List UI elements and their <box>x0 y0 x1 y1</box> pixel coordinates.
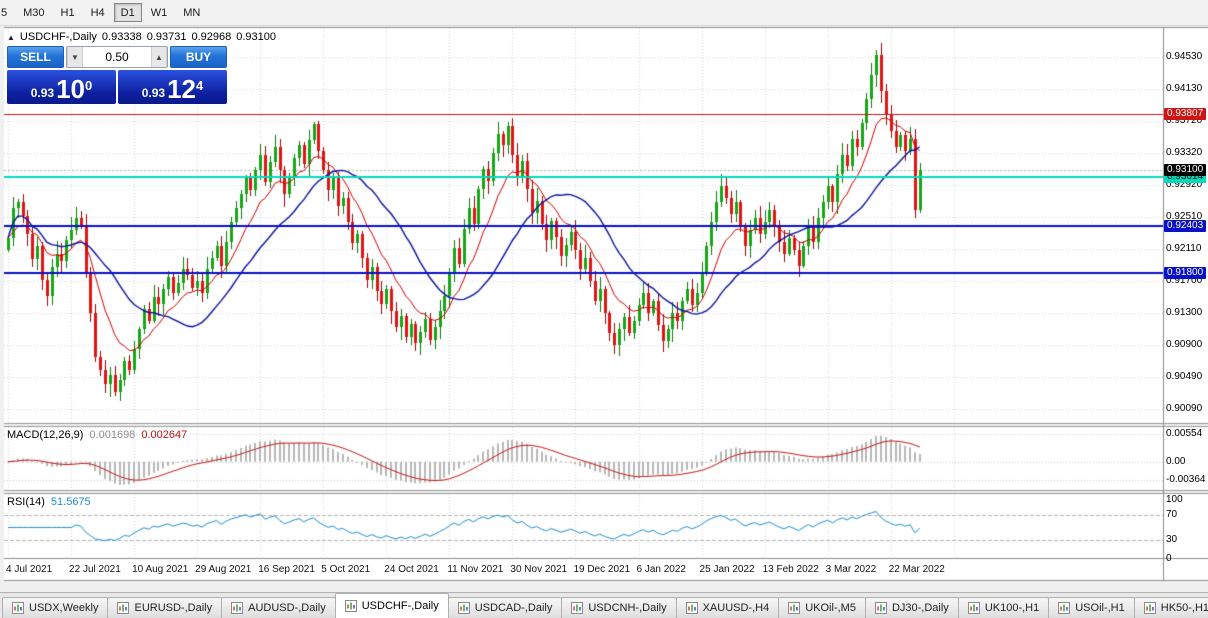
timeframe-button-d1[interactable]: D1 <box>113 3 142 22</box>
rsi-indicator-label: RSI(14) 51.5675 <box>7 496 91 508</box>
ohlc-low: 0.92968 <box>191 31 232 43</box>
macd-axis-label: -0.00364 <box>1166 473 1206 485</box>
price-axis-label: 0.93320 <box>1166 146 1203 158</box>
volume-increase-button[interactable]: ▲ <box>151 47 167 67</box>
chart-tab-label: UKOil-,M5 <box>805 602 856 614</box>
price-axis[interactable]: 0.94530 0.94130 0.93720 0.93320 0.92920 0.925… <box>1164 0 1208 618</box>
mini-chart-icon <box>874 602 887 614</box>
price-axis-label: 0.94130 <box>1166 82 1203 94</box>
chart-tab-label: USOil-,H1 <box>1075 602 1125 614</box>
rsi-axis-label: 100 <box>1166 494 1183 505</box>
mini-chart-icon <box>344 600 357 612</box>
price-axis-label: 0.91700 <box>1166 275 1203 287</box>
ask-price-pip: 4 <box>196 78 204 93</box>
timeframe-button-h4[interactable]: H4 <box>84 3 112 22</box>
mini-chart-icon <box>12 602 24 614</box>
mini-chart-icon <box>231 602 244 614</box>
chart-tab-usdx-weekly[interactable]: USDX,Weekly <box>2 597 109 618</box>
chart-tab-hk50-h1[interactable]: HK50-,H1 <box>1133 597 1208 618</box>
timeframe-button-m30[interactable]: M30 <box>16 3 51 22</box>
rsi-axis-label: 30 <box>1166 534 1178 546</box>
rsi-axis-label: 70 <box>1166 508 1178 520</box>
chart-tab-label: XAUUSD-,H4 <box>702 602 770 614</box>
chart-symbol-label: USDCHF-,Daily <box>19 31 97 43</box>
chart-tab-label: EURUSD-,Daily <box>134 602 213 614</box>
chart-tab-audusd-daily[interactable]: AUDUSD-,Daily <box>221 597 336 618</box>
timeframe-button-w1[interactable]: W1 <box>144 3 175 22</box>
mini-chart-icon <box>117 602 130 614</box>
chart-tab-usdchf-daily[interactable]: USDCHF-,Daily <box>334 593 449 618</box>
mini-chart-icon <box>1143 602 1156 614</box>
macd-signal-value: 0.002647 <box>141 429 188 441</box>
level-price-tag: 0.93807 <box>1164 108 1207 121</box>
chart-tab-bar: USDX,Weekly EURUSD-,Daily AUDUSD-,Daily USD… <box>0 592 1208 618</box>
bid-price-pip: 0 <box>85 78 93 93</box>
chart-tab-usoil-h1[interactable]: USOil-,H1 <box>1048 597 1135 618</box>
timeframe-button-h1[interactable]: H1 <box>54 3 82 22</box>
ohlc-open: 0.93338 <box>101 31 142 43</box>
price-axis-label: 0.91300 <box>1166 307 1203 319</box>
rsi-value: 51.5675 <box>50 496 91 508</box>
macd-axis-label: 0.00554 <box>1166 428 1203 440</box>
mini-chart-icon <box>967 602 980 614</box>
chart-tab-usdcad-daily[interactable]: USDCAD-,Daily <box>447 597 563 618</box>
chart-tab-uk100-h1[interactable]: UK100-,H1 <box>957 597 1050 618</box>
price-axis-label: 0.92510 <box>1166 211 1203 223</box>
price-axis-label: 0.94530 <box>1166 51 1203 62</box>
chart-tab-ukoil-m5[interactable]: UKOil-,M5 <box>778 597 866 618</box>
bid-price-big: 10 <box>56 74 86 104</box>
chart-tab-label: HK50-,H1 <box>1160 602 1208 614</box>
chart-tab-xauusd-h4[interactable]: XAUUSD-,H4 <box>675 597 780 618</box>
ohlc-high: 0.93731 <box>146 31 187 43</box>
chart-tab-label: UK100-,H1 <box>984 602 1040 614</box>
price-axis-label: 0.93720 <box>1166 115 1203 127</box>
volume-value[interactable]: 0.50 <box>105 50 129 64</box>
macd-main-value: 0.001698 <box>89 429 136 441</box>
chart-tab-dj30-daily[interactable]: DJ30-,Daily <box>864 597 959 618</box>
chart-tab-label: USDCNH-,Daily <box>588 602 667 614</box>
timeframe-button-mn[interactable]: MN <box>176 3 207 22</box>
timeframe-toolbar: 5 M30 H1 H4 D1 W1 MN <box>0 0 1208 26</box>
current-price-tag: 0.93100 <box>1164 164 1207 177</box>
mini-chart-icon <box>457 602 470 614</box>
mini-chart-icon <box>685 602 698 614</box>
ask-price-small: 0.93 <box>141 86 166 100</box>
price-axis-label: 0.92110 <box>1166 242 1202 254</box>
rsi-axis-label: 0 <box>1166 553 1172 564</box>
bid-price-panel[interactable]: 0.93 10 0 <box>7 70 116 104</box>
chart-tab-label: USDX,Weekly <box>29 602 99 614</box>
chart-ohlc-header: ▲ USDCHF-,Daily 0.93338 0.93731 0.92968 … <box>7 31 276 43</box>
price-axis-label: 0.90090 <box>1166 403 1203 414</box>
volume-decrease-button[interactable]: ▼ <box>67 47 83 67</box>
chart-tab-eurusd-daily[interactable]: EURUSD-,Daily <box>107 597 223 618</box>
level-price-tag: 0.92403 <box>1164 219 1207 232</box>
rsi-name: RSI(14) <box>7 496 45 508</box>
ohlc-close: 0.93100 <box>236 31 276 43</box>
chart-tab-label: AUDUSD-,Daily <box>248 602 326 614</box>
mini-chart-icon <box>1058 602 1071 614</box>
chart-tab-label: USDCAD-,Daily <box>474 602 553 614</box>
level-price-tag: 0.91800 <box>1164 267 1207 280</box>
macd-axis-label: 0.00 <box>1166 455 1186 467</box>
mini-chart-icon <box>571 602 584 614</box>
chart-tab-usdcnh-daily[interactable]: USDCNH-,Daily <box>561 597 677 618</box>
chart-tab-label: DJ30-,Daily <box>891 602 949 614</box>
one-click-trading-panel: SELL ▼ 0.50 ▲ BUY 0.93 10 0 0.93 12 4 <box>7 46 227 104</box>
chart-tab-label: USDCHF-,Daily <box>361 600 439 612</box>
price-axis-label: 0.92920 <box>1166 178 1203 190</box>
price-axis-label: 0.90900 <box>1166 338 1203 350</box>
ask-price-big: 12 <box>167 74 197 104</box>
volume-stepper[interactable]: ▼ 0.50 ▲ <box>66 46 168 68</box>
sell-button[interactable]: SELL <box>7 46 64 68</box>
bid-price-small: 0.93 <box>30 86 55 100</box>
macd-name: MACD(12,26,9) <box>7 429 84 441</box>
macd-indicator-label: MACD(12,26,9) 0.001698 0.002647 <box>7 429 187 441</box>
price-axis-label: 0.90490 <box>1166 371 1203 383</box>
timeframe-button-5[interactable]: 5 <box>0 3 14 22</box>
mini-chart-icon <box>788 602 801 614</box>
buy-button[interactable]: BUY <box>170 46 227 68</box>
ask-price-panel[interactable]: 0.93 12 4 <box>118 70 227 104</box>
symbol-marker-icon: ▲ <box>7 32 15 42</box>
